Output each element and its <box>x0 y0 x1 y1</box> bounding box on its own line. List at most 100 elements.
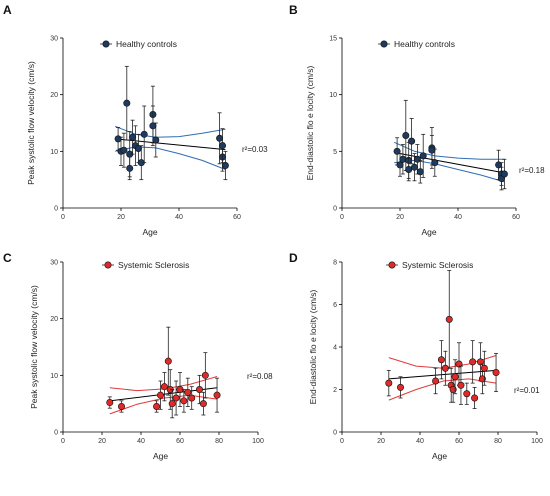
chart-c-data-point <box>118 402 126 410</box>
chart-c-data-point <box>213 391 221 399</box>
chart-b-data-point <box>428 146 436 154</box>
chart-d-ylabel: End-diastolic flo e locity (cm/s) <box>308 289 318 404</box>
chart-b-data-point <box>500 170 508 178</box>
chart-b-data-point <box>399 155 407 163</box>
chart-b-data-point <box>416 168 424 176</box>
chart-b-ci-upper-line <box>393 141 505 160</box>
chart-c-data-point <box>106 399 114 407</box>
chart-d-plot: 0 20 40 60 80 100 0 2 4 6 8 <box>333 260 543 446</box>
chart-a-ci-upper-line <box>115 125 226 138</box>
chart-d-r2-annotation: r²=0.01 <box>514 386 540 395</box>
chart-d-data-point <box>492 368 500 376</box>
chart-c-y-tick-label: 30 <box>50 260 58 267</box>
chart-a-data-point <box>221 162 229 170</box>
panel-label-a: A <box>3 3 12 17</box>
chart-d-data-point <box>445 315 453 323</box>
chart-a-x-tick-label: 60 <box>233 214 241 221</box>
chart-b-y-tick-label: 0 <box>333 206 337 213</box>
chart-d-y-tick-label: 0 <box>333 430 337 437</box>
panel-label-b: B <box>289 3 298 17</box>
chart-a-data-point <box>219 142 227 150</box>
chart-c-data-point <box>196 385 204 393</box>
chart-c-x-tick-label: 40 <box>137 438 145 445</box>
panel-d: D 0 20 40 60 80 100 0 2 4 6 8 Age End-diastolic fl… <box>289 251 543 461</box>
chart-d-x-tick-label: 0 <box>340 438 344 445</box>
chart-a-data-point <box>149 122 157 130</box>
chart-d-y-tick-label: 2 <box>333 387 337 394</box>
chart-a-plot: 0 20 40 60 0 10 20 30 <box>50 36 241 222</box>
chart-b-x-tick-label: 0 <box>340 214 344 221</box>
chart-a-y-tick-label: 10 <box>50 149 58 156</box>
chart-b-x-tick-label: 60 <box>512 214 520 221</box>
chart-c-data-point <box>180 397 188 405</box>
chart-c-data-point <box>199 400 207 408</box>
chart-a-legend-label: Healthy controls <box>116 39 177 49</box>
chart-a-data-point <box>216 134 224 142</box>
chart-c-data-point <box>153 402 161 410</box>
chart-d-y-tick-label: 8 <box>333 260 337 267</box>
chart-d-x-tick-label: 80 <box>494 438 502 445</box>
chart-d-x-tick-label: 100 <box>531 438 543 445</box>
chart-b-y-tick-label: 5 <box>333 149 337 156</box>
chart-c-r2-annotation: r²=0.08 <box>247 372 273 381</box>
chart-b-legend-label: Healthy controls <box>394 39 455 49</box>
chart-a-data-point <box>126 164 134 172</box>
chart-c-x-tick-label: 60 <box>176 438 184 445</box>
chart-c-legend-marker <box>104 261 112 269</box>
chart-a-regression-line <box>115 138 226 151</box>
chart-b-plot: 0 20 40 60 0 5 10 15 <box>329 36 520 222</box>
chart-d-ci-lower-line <box>388 378 497 401</box>
chart-d-data-point <box>451 373 459 381</box>
chart-d-data-point <box>455 360 463 368</box>
chart-a-x-tick-label: 0 <box>61 214 65 221</box>
chart-b-r2-annotation: r²=0.18 <box>519 166 545 175</box>
chart-d-legend-marker <box>388 261 396 269</box>
chart-d-data-point <box>396 383 404 391</box>
chart-a-data-point <box>123 99 131 107</box>
chart-b-data-point <box>410 163 418 171</box>
chart-c-xlabel: Age <box>153 451 168 461</box>
chart-a-data-point <box>152 136 160 144</box>
panel-c: C 0 20 40 60 80 100 0 10 20 30 Age Peak systolic … <box>3 251 273 461</box>
chart-c-data-point <box>172 394 180 402</box>
chart-b-data-point <box>413 155 421 163</box>
chart-c-x-tick-label: 80 <box>215 438 223 445</box>
chart-c-x-tick-label: 0 <box>61 438 65 445</box>
chart-d-y-tick-label: 6 <box>333 302 337 309</box>
chart-a-y-tick-label: 0 <box>54 206 58 213</box>
chart-c-data-point <box>188 394 196 402</box>
chart-d-x-tick-label: 60 <box>455 438 463 445</box>
chart-d-x-tick-label: 20 <box>377 438 385 445</box>
chart-a-data-point <box>114 135 122 143</box>
chart-b-y-tick-label: 15 <box>329 36 337 43</box>
chart-a-data-point <box>120 146 128 154</box>
chart-b-data-point <box>419 152 427 160</box>
chart-c-y-tick-label: 10 <box>50 373 58 380</box>
chart-d-y-tick-label: 4 <box>333 345 337 352</box>
chart-a-legend-marker <box>102 40 110 48</box>
chart-a-x-tick-label: 40 <box>175 214 183 221</box>
chart-d-regression-line <box>388 369 497 380</box>
panel-label-c: C <box>3 251 12 265</box>
chart-c-data-point <box>201 371 209 379</box>
chart-b-ylabel: End-diastolic flo e locity (cm/s) <box>305 65 315 180</box>
chart-b-data-point <box>408 137 416 145</box>
chart-c-x-tick-label: 20 <box>98 438 106 445</box>
chart-c-data-point <box>160 383 168 391</box>
chart-b-data-point <box>393 147 401 155</box>
chart-d-data-point <box>432 377 440 385</box>
chart-a-x-tick-label: 20 <box>117 214 125 221</box>
chart-d-data-point <box>476 358 484 366</box>
chart-b-legend-marker <box>380 40 388 48</box>
chart-b-x-tick-label: 20 <box>396 214 404 221</box>
chart-c-data-point <box>168 400 176 408</box>
chart-a-r2-annotation: r²=0.03 <box>242 145 268 154</box>
chart-d-data-point <box>471 394 479 402</box>
chart-b-data-point <box>402 131 410 139</box>
chart-c-data-point <box>164 357 172 365</box>
chart-a-data-point <box>134 145 142 153</box>
chart-a-data-point <box>129 133 137 141</box>
chart-b-regression-line <box>394 151 505 174</box>
chart-a-ylabel: Peak systolic flow velocity (cm/s) <box>26 61 36 185</box>
